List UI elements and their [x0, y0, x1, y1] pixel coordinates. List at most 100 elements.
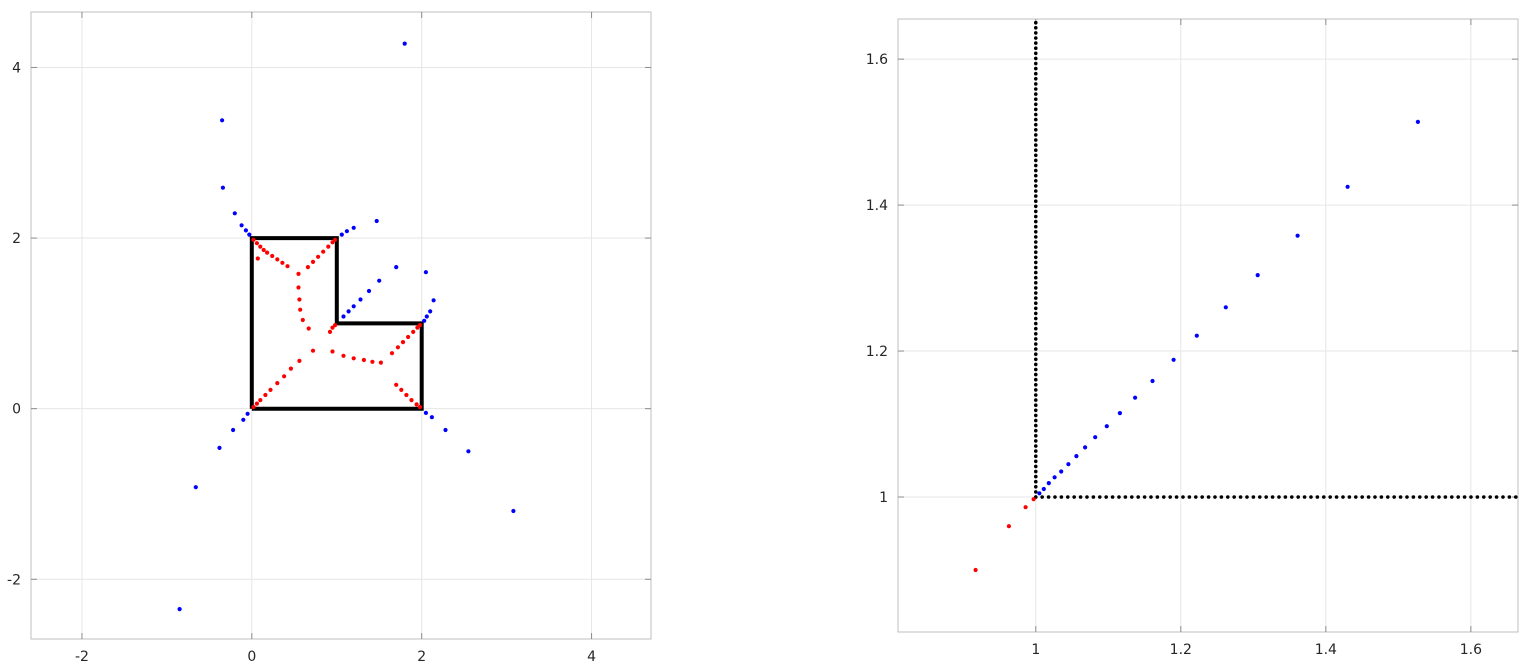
boundary-dot — [1033, 122, 1038, 127]
boundary-dot — [1033, 393, 1038, 397]
boundary-dot — [1033, 413, 1038, 418]
scatter-point — [254, 241, 259, 246]
scatter-point — [1223, 305, 1228, 310]
scatter-point — [409, 398, 414, 403]
left-scatter-plot: -2 0 2 4 -2 0 2 4 — [7, 11, 652, 665]
scatter-point — [288, 366, 293, 371]
boundary-dot — [1033, 306, 1038, 311]
boundary-dot — [1033, 255, 1038, 260]
scatter-point — [1031, 497, 1036, 502]
boundary-dot — [1033, 347, 1038, 351]
scatter-point — [377, 278, 382, 283]
boundary-dot — [1065, 495, 1070, 499]
boundary-dot — [1091, 495, 1096, 499]
boundary-dot — [1033, 337, 1038, 341]
scatter-point — [296, 285, 301, 290]
boundary-dot — [1353, 495, 1358, 499]
scatter-point — [400, 340, 406, 345]
boundary-dot — [1033, 31, 1038, 35]
boundary-dot — [1033, 46, 1038, 50]
scatter-point — [1083, 445, 1088, 450]
scatter-point — [217, 445, 222, 450]
plot-frame — [30, 11, 652, 640]
scatter-point — [298, 307, 303, 312]
boundary-dot — [1232, 495, 1236, 499]
scatter-point — [245, 411, 250, 416]
boundary-dot — [1033, 423, 1038, 428]
y-tick-label-3: 1.6 — [866, 52, 888, 68]
scatter-point — [333, 237, 338, 242]
boundary-dot — [1040, 495, 1044, 499]
boundary-dot — [1392, 495, 1396, 499]
scatter-point — [280, 260, 285, 265]
scatter-point — [326, 244, 331, 249]
scatter-point — [431, 298, 436, 303]
scatter-point — [1006, 524, 1012, 529]
boundary-dot — [1033, 112, 1038, 117]
boundary-dot — [1033, 469, 1038, 474]
scatter-point — [232, 211, 237, 216]
scatter-point — [402, 41, 407, 46]
scatter-point — [466, 449, 471, 454]
boundary-dot — [1513, 495, 1518, 499]
boundary-dot — [1033, 275, 1038, 280]
x-tick-label-3: 1.6 — [1460, 642, 1482, 658]
boundary-dot — [1033, 479, 1038, 484]
scatter-point — [282, 374, 287, 379]
boundary-dot — [1443, 495, 1448, 499]
scatter-point — [1066, 462, 1071, 467]
boundary-dot — [1264, 495, 1268, 499]
x-tick-label-2: 2 — [417, 649, 426, 665]
boundary-dot — [1417, 495, 1422, 499]
scatter-point — [424, 314, 429, 319]
boundary-dot — [1481, 495, 1486, 499]
boundary-dot — [1033, 138, 1038, 142]
boundary-dot — [1129, 495, 1134, 499]
boundary-dot — [1200, 495, 1204, 499]
boundary-dot — [1033, 265, 1038, 270]
scatter-point — [370, 359, 375, 364]
boundary-dot — [1213, 495, 1217, 499]
scatter-point — [1255, 273, 1260, 278]
boundary-dot — [1033, 388, 1038, 392]
boundary-dot — [1046, 495, 1051, 499]
boundary-dot — [1174, 495, 1179, 499]
scatter-point — [265, 250, 270, 255]
boundary-dot — [1033, 229, 1038, 234]
scatter-point — [361, 357, 366, 363]
boundary-dot — [1033, 214, 1038, 219]
boundary-dot — [1053, 495, 1057, 499]
scatter-point — [344, 229, 349, 234]
boundary-dot — [1033, 362, 1038, 367]
scatter-point — [1345, 184, 1350, 189]
scatter-point — [417, 323, 423, 328]
scatter-point — [346, 309, 351, 314]
boundary-dot — [1315, 495, 1320, 499]
boundary-dot — [1225, 495, 1230, 499]
boundary-dot — [1033, 194, 1038, 198]
boundary-dot — [1360, 495, 1364, 499]
boundary-dot — [1033, 326, 1038, 331]
boundary-dot — [1033, 117, 1038, 122]
boundary-dot — [1379, 495, 1384, 499]
boundary-dot — [1149, 495, 1153, 499]
boundary-dot — [1283, 495, 1288, 499]
boundary-dot — [1289, 495, 1294, 499]
scatter-point — [177, 607, 182, 612]
scatter-point — [1171, 357, 1176, 362]
boundary-dot — [1347, 495, 1352, 499]
boundary-dot — [1072, 495, 1076, 499]
scatter-point — [297, 358, 302, 363]
scatter-point — [251, 237, 256, 242]
boundary-dot — [1437, 495, 1441, 499]
boundary-dot — [1033, 66, 1038, 71]
boundary-dot — [1033, 280, 1038, 285]
scatter-point — [285, 264, 290, 269]
boundary-dot — [1033, 184, 1038, 188]
blue-series — [177, 41, 516, 612]
y-tick-label-2: 1.4 — [866, 198, 888, 214]
boundary-dot — [1181, 495, 1185, 499]
scatter-point — [275, 381, 280, 386]
boundary-dot — [1033, 357, 1038, 362]
x-tick-label-1: 1.2 — [1170, 642, 1192, 658]
